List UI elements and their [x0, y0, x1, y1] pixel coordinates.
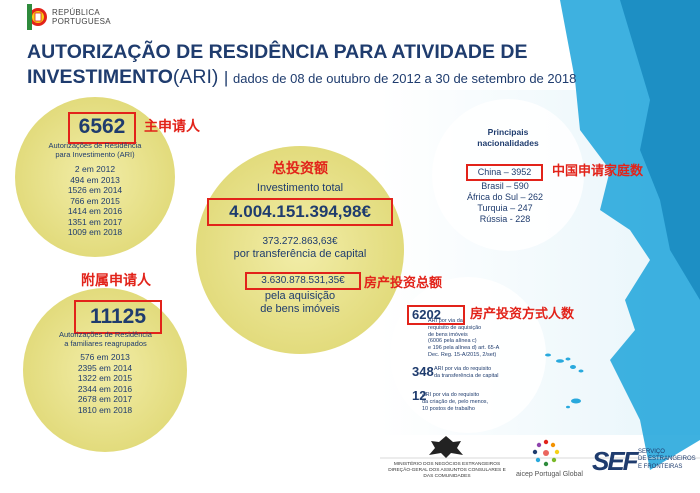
real-estate-label-block: pela aquisição de bens imóveis: [230, 290, 370, 316]
aicep-logo-icon: [531, 438, 561, 468]
logo-line-2: PORTUGUESA: [52, 17, 111, 26]
annotation-real-estate-total: 房产投资总额: [364, 276, 443, 291]
ministry-line-3: DAS COMUNIDADES: [423, 474, 471, 479]
family-members-year-item: 1810 em 2018: [77, 404, 133, 415]
annotation-total-investment: 总投资额: [272, 161, 328, 177]
real-estate-label-line-2: de bens imóveis: [260, 303, 340, 315]
annotation-box-china: [466, 164, 543, 181]
main-applicants-caption-line-1: Autorizações de Residência: [48, 141, 142, 150]
job-creation-desc-line: da criação de, pelo menos,: [422, 398, 489, 405]
title-line-2: INVESTIMENTO(ARI) | dados de 08 de outub…: [27, 65, 576, 91]
annotation-box-real-estate-investment: [245, 272, 361, 290]
sef-line-2: DE ESTRANGEIROS: [638, 456, 696, 463]
family-members-year-item: 2395 em 2014: [77, 362, 133, 373]
family-members-total: 11125: [89, 305, 147, 328]
annotation-box-real-estate-count: [407, 305, 465, 325]
main-applicants-year-item: 1009 em 2018: [67, 227, 123, 237]
nationality-item: Brasil – 590: [481, 181, 529, 191]
sef-line-1: SERVIÇO: [638, 449, 665, 455]
job-creation-ari-count: 12: [412, 388, 427, 403]
circle-family-members: [23, 288, 187, 452]
ministry-line-2: DIREÇÃO-GERAL DOS ASSUNTOS CONSULARES E: [388, 468, 506, 473]
aicep-logo-text: aicep Portugal Global: [516, 471, 583, 478]
family-members-year-item: 2678 em 2017: [77, 394, 133, 404]
date-range: dados de 08 de outubro de 2012 a 30 de s…: [232, 71, 577, 86]
main-applicants-year-item: 1526 em 2014: [67, 185, 123, 195]
real-estate-desc-line: ARI por via da: [428, 318, 463, 324]
ministry-logo-text: MINISTÉRIO DOS NEGÓCIOS ESTRANGEIROS DIR…: [384, 462, 510, 480]
real-estate-desc-line: de bens imóveis: [428, 331, 468, 338]
logo-line-1: REPÚBLICA: [52, 8, 101, 17]
capital-transfer-block: 373.272.863,63€ por transferência de cap…: [220, 236, 380, 260]
annotation-family-members: 附属申请人: [81, 273, 151, 289]
capital-transfer-desc-line: ARI por via do requisito: [434, 366, 492, 372]
real-estate-investment-amount: 3.630.878.531,35€: [261, 275, 345, 286]
real-estate-ari-count: 6202: [412, 307, 441, 322]
nationality-item: África do Sul – 262: [466, 192, 544, 202]
circle-nationalities: [432, 99, 584, 251]
real-estate-desc-line: requisito de aquisição: [428, 324, 482, 331]
investment-total-label: Investimento total: [256, 182, 344, 194]
main-applicants-total: 6562: [78, 115, 126, 138]
family-members-caption: Autorizações de Residência a familiares …: [48, 330, 163, 348]
government-logo-text: REPÚBLICA PORTUGUESA: [52, 8, 111, 26]
main-applicants-year-item: 2 em 2012: [74, 164, 116, 174]
nationalities-title-line-1: Principais: [487, 127, 529, 137]
main-applicants-caption: Autorizações de Residência para Investim…: [40, 141, 150, 159]
capital-transfer-desc-line: da transferência de capital: [434, 372, 499, 379]
title-line-1: AUTORIZAÇÃO DE RESIDÊNCIA PARA ATIVIDADE…: [27, 41, 528, 63]
main-applicants-year-item: 1351 em 2017: [67, 216, 123, 227]
ministry-emblem-icon: [425, 435, 467, 459]
capital-transfer-ari-count: 348: [412, 364, 434, 379]
capital-transfer-amount: 373.272.863,63€: [262, 236, 338, 247]
family-members-year-item: 2344 em 2016: [77, 383, 133, 394]
nationality-item-china: China – 3952: [477, 167, 532, 177]
nationalities-list: Brasil – 590 África do Sul – 262 Turquia…: [455, 181, 555, 225]
real-estate-desc-line: e 196 pela alínea d) art. 65-A: [428, 345, 500, 352]
main-applicants-yearly-list: 2 em 2012 494 em 2013 1526 em 2014 766 e…: [45, 164, 145, 238]
job-creation-desc-line: ARI por via do requisito: [422, 392, 480, 398]
capital-transfer-label: por transferência de capital: [233, 248, 367, 260]
nationality-item: Turquia – 247: [477, 203, 533, 213]
sef-logo: SEF: [592, 446, 639, 476]
nationality-item: Rússia - 228: [479, 214, 531, 224]
nationalities-title: Principais nacionalidades: [453, 127, 563, 149]
real-estate-desc-line: Dec. Reg. 15-A/2015, 2/set): [428, 351, 497, 358]
investment-total-amount: 4.004.151.394,98€: [229, 202, 371, 221]
portugal-coat-of-arms-icon: [27, 4, 49, 30]
main-applicants-year-item: 766 em 2015: [70, 195, 120, 206]
real-estate-desc-line: (6006 pela alínea c): [428, 338, 477, 345]
sef-line-3: E FRONTEIRAS: [638, 463, 683, 470]
title-acronym: (ARI): [172, 66, 224, 88]
family-members-yearly-list: 576 em 2013 2395 em 2014 1322 em 2015 23…: [55, 352, 155, 415]
annotation-box-family-members: [74, 300, 162, 334]
main-applicants-caption-line-2: para Investimento (ARI): [55, 150, 135, 159]
page-title: AUTORIZAÇÃO DE RESIDÊNCIA PARA ATIVIDADE…: [27, 40, 576, 91]
job-creation-desc-line: 10 postos de trabalho: [422, 405, 475, 412]
ministry-line-1: MINISTÉRIO DOS NEGÓCIOS ESTRANGEIROS: [393, 462, 501, 467]
annotation-box-investment-total: [207, 198, 393, 226]
family-members-caption-line-2: a familiares reagrupados: [64, 339, 147, 348]
capital-transfer-ari-description: ARI por via do requisito da transferênci…: [434, 366, 514, 380]
family-members-year-item: 1322 em 2015: [77, 373, 133, 383]
sef-logo-text: SERVIÇO DE ESTRANGEIROS E FRONTEIRAS: [638, 449, 696, 471]
family-members-year-item: 576 em 2013: [80, 352, 130, 362]
annotation-china-families: 中国申请家庭数: [552, 164, 644, 179]
job-creation-ari-description: ARI por via do requisito da criação de, …: [422, 392, 502, 412]
family-members-caption-line-1: Autorizações de Residência: [59, 330, 152, 339]
real-estate-label-line-1: pela aquisição: [264, 290, 336, 302]
main-applicants-year-item: 1414 em 2016: [67, 206, 123, 216]
nationalities-title-line-2: nacionalidades: [477, 138, 539, 148]
annotation-box-main-applicants: [68, 112, 136, 144]
title-line-2-bold: INVESTIMENTO: [27, 66, 173, 88]
main-applicants-year-item: 494 em 2013: [70, 174, 120, 185]
annotation-main-applicants: 主申请人: [144, 119, 200, 135]
annotation-real-estate-count: 房产投资方式人数: [470, 307, 575, 322]
real-estate-ari-description: ARI por via da requisito de aquisição de…: [428, 318, 500, 359]
title-separator: |: [223, 68, 233, 87]
islands-inset-map: [540, 345, 588, 430]
circle-investment-types: [390, 277, 546, 433]
